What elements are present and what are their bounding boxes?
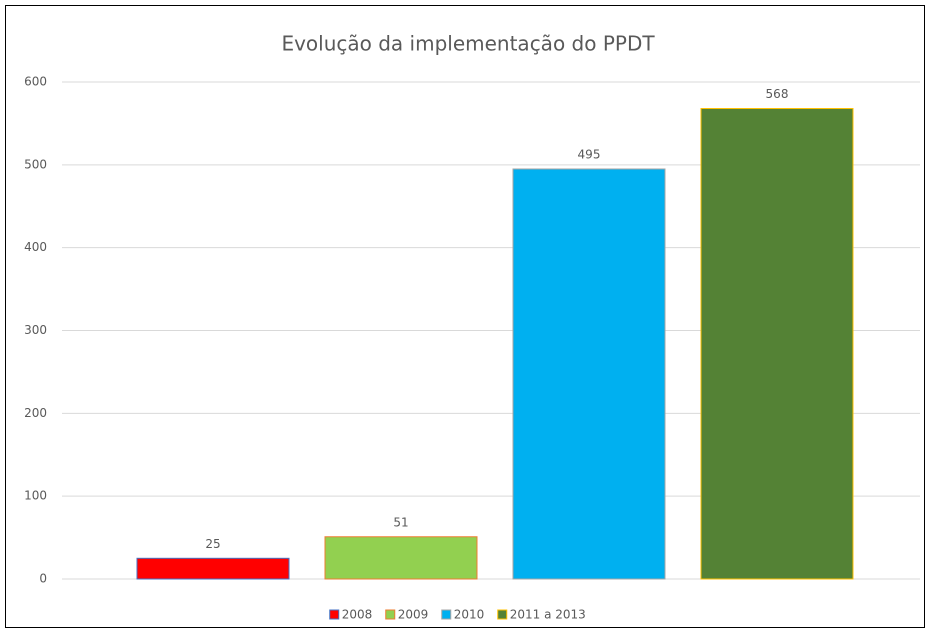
bar — [512, 168, 666, 580]
data-label: 51 — [393, 515, 408, 529]
y-tick-label: 600 — [24, 75, 47, 89]
y-tick-label: 500 — [24, 157, 47, 171]
y-tick-label: 300 — [24, 323, 47, 337]
legend-label: 2010 — [454, 608, 485, 622]
y-tick-label: 400 — [24, 240, 47, 254]
bar — [700, 108, 854, 580]
bar — [136, 557, 290, 580]
legend-label: 2009 — [398, 608, 429, 622]
legend-label: 2011 a 2013 — [510, 608, 586, 622]
chart-title: Evolução da implementação do PPDT — [281, 32, 655, 56]
y-tick-label: 200 — [24, 406, 47, 420]
bar — [324, 536, 478, 580]
legend-marker — [385, 609, 396, 620]
data-label: 568 — [766, 87, 789, 101]
y-tick-label: 100 — [24, 489, 47, 503]
data-label: 495 — [578, 147, 601, 161]
y-tick-label: 0 — [39, 572, 47, 586]
legend-marker — [329, 609, 340, 620]
legend-label: 2008 — [342, 608, 373, 622]
data-label: 25 — [205, 537, 220, 551]
legend-marker — [441, 609, 452, 620]
legend-marker — [497, 609, 508, 620]
